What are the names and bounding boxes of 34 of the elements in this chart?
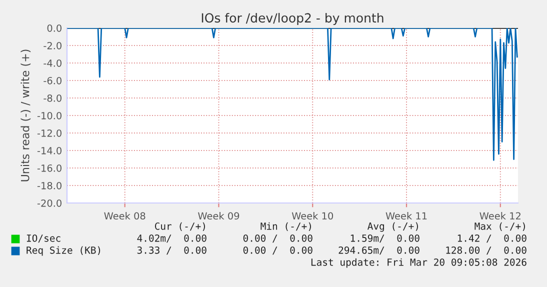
text: Last update: Fri Mar 20 09:05:08 2026	[311, 258, 526, 268]
text: 0.00 / 0.00	[243, 234, 312, 243]
x-tick-label: Week 08	[104, 212, 146, 220]
y-tick-label: -2.0	[44, 42, 62, 50]
y-tick-label: -20.0	[37, 199, 62, 207]
y-tick-label: -4.0	[44, 59, 62, 67]
x-tick-label: Week 09	[198, 212, 240, 220]
y-tick-label: 0.0	[47, 24, 62, 32]
legend-label: IO/sec	[26, 234, 60, 243]
text: 128.00 / 0.00	[446, 246, 526, 255]
text: 4.02m/ 0.00	[137, 234, 206, 243]
text: Avg (-/+)	[368, 222, 418, 232]
x-tick-label: Week 11	[386, 212, 427, 220]
text: 294.65m/ 0.00	[338, 246, 420, 255]
text: Max (-/+)	[474, 222, 525, 231]
x-tick-label: Week 10	[292, 212, 334, 220]
y-tick-label: -18.0	[37, 182, 62, 190]
x-tick-label: Week 12	[480, 212, 520, 220]
text: 1.59m/ 0.00	[350, 234, 420, 243]
y-axis-title: Units read (-) / write (+)	[20, 50, 31, 182]
text: 3.33 / 0.00	[137, 246, 206, 255]
chart-title: IOs for /dev/loop2 - by month	[202, 12, 384, 26]
text: 0.00 / 0.00	[243, 246, 312, 255]
y-tick-label: -16.0	[37, 164, 62, 172]
y-tick-label: -6.0	[44, 76, 62, 84]
text: Min (-/+)	[260, 222, 311, 231]
y-tick-label: -8.0	[44, 94, 62, 102]
text: 1.42 / 0.00	[458, 234, 526, 243]
y-tick-label: -12.0	[37, 129, 62, 137]
legend-label: Req Size (KB)	[26, 246, 100, 256]
y-tick-label: -10.0	[37, 112, 62, 120]
text: Cur (-/+)	[154, 222, 205, 231]
y-tick-label: -14.0	[37, 146, 62, 154]
line-series	[67, 28, 518, 161]
